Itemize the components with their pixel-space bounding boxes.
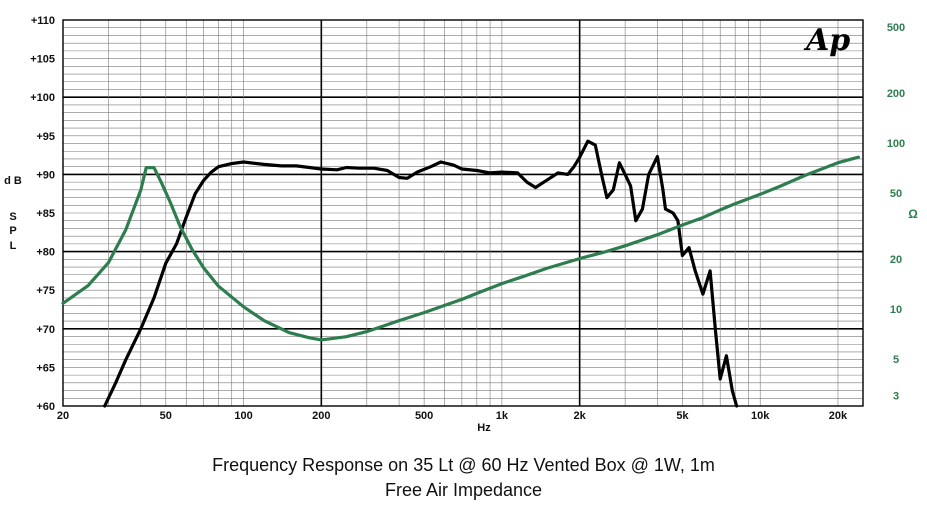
y-tick-labels: +60 +65 +70 +75 +80 +85 +90 +95 +100 +105 +110 (30, 15, 55, 413)
y-axis-label-line1: d B (4, 175, 22, 187)
y-axis-label-line4: L (10, 240, 17, 252)
y2-tick-label: 200 (887, 88, 905, 100)
y-tick-label: +105 (30, 54, 55, 66)
x-tick-label: 50 (160, 410, 172, 422)
y2-tick-label: 100 (887, 138, 905, 150)
y2-tick-label: 3 (893, 391, 899, 403)
y-tick-label: +100 (30, 92, 55, 104)
x-tick-label: 200 (312, 410, 330, 422)
x-tick-label: 100 (234, 410, 252, 422)
y-tick-label: +85 (36, 208, 55, 220)
y-tick-label: +80 (36, 247, 55, 259)
x-tick-labels: 20 50 100 200 500 1k 2k 5k 10k 20k (57, 410, 848, 422)
y-tick-label: +90 (36, 169, 55, 181)
brand-logo: Ap (803, 23, 850, 58)
y2-tick-label: 500 (887, 22, 905, 34)
y2-axis-label: Ω (908, 207, 918, 221)
x-tick-label: 20 (57, 410, 69, 422)
y-tick-label: +70 (36, 324, 55, 336)
y-tick-label: +60 (36, 401, 55, 413)
x-tick-label: 500 (415, 410, 433, 422)
grid (63, 20, 863, 406)
y2-tick-label: 5 (893, 354, 899, 366)
impedance-curve (61, 155, 860, 342)
x-tick-label: 2k (574, 410, 587, 422)
chart-title: Frequency Response on 35 Lt @ 60 Hz Vent… (212, 455, 715, 475)
y-tick-label: +95 (36, 131, 55, 143)
y2-tick-label: 10 (890, 304, 902, 316)
y-tick-label: +110 (31, 15, 55, 27)
y2-tick-label: 50 (890, 188, 902, 200)
plot-frame (62, 19, 864, 407)
x-tick-label: 5k (676, 410, 689, 422)
chart-subtitle: Free Air Impedance (384, 480, 543, 500)
x-tick-label: 1k (496, 410, 509, 422)
y-axis-label-line2: S (9, 211, 16, 223)
x-axis-label: Hz (477, 422, 491, 434)
y-tick-label: +75 (36, 285, 55, 297)
x-tick-label: 20k (829, 410, 848, 422)
frequency-response-chart: +60 +65 +70 +75 +80 +85 +90 +95 +100 +105 +110 500… (4, 15, 919, 434)
y2-tick-label: 20 (890, 254, 902, 266)
x-tick-label: 10k (751, 410, 770, 422)
curves (61, 139, 860, 408)
y2-tick-labels: 500 200 100 50 20 10 5 3 (887, 22, 905, 403)
y-tick-label: +65 (36, 362, 55, 374)
y-axis-label-line3: P (9, 225, 16, 237)
spl-curve (103, 139, 739, 408)
